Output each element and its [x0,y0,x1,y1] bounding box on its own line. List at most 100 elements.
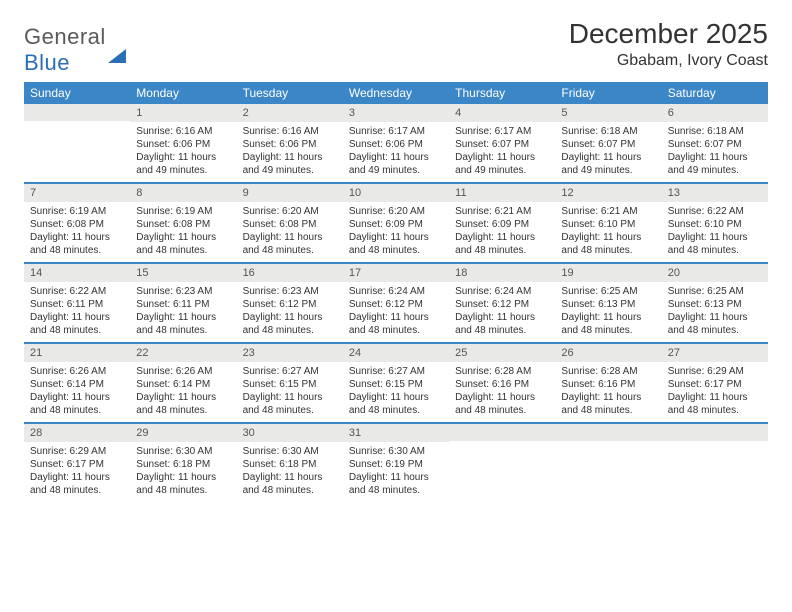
day-number: 14 [24,264,130,282]
sail-icon [108,24,126,63]
sunrise-text: Sunrise: 6:23 AM [243,285,337,298]
day-cell: 30Sunrise: 6:30 AMSunset: 6:18 PMDayligh… [237,424,343,502]
location-label: Gbabam, Ivory Coast [569,52,768,70]
sunset-text: Sunset: 6:08 PM [30,218,124,231]
sunset-text: Sunset: 6:10 PM [668,218,762,231]
day-cell: 23Sunrise: 6:27 AMSunset: 6:15 PMDayligh… [237,344,343,422]
day-number: 19 [555,264,661,282]
weekday-label: Wednesday [343,82,449,104]
weekday-label: Thursday [449,82,555,104]
day-cell: 15Sunrise: 6:23 AMSunset: 6:11 PMDayligh… [130,264,236,342]
sunset-text: Sunset: 6:13 PM [668,298,762,311]
day-body: Sunrise: 6:21 AMSunset: 6:10 PMDaylight:… [555,202,661,261]
day-cell: 20Sunrise: 6:25 AMSunset: 6:13 PMDayligh… [662,264,768,342]
day-body: Sunrise: 6:17 AMSunset: 6:07 PMDaylight:… [449,122,555,181]
sunrise-text: Sunrise: 6:30 AM [136,445,230,458]
week-row: 1Sunrise: 6:16 AMSunset: 6:06 PMDaylight… [24,104,768,184]
sunset-text: Sunset: 6:12 PM [349,298,443,311]
sunrise-text: Sunrise: 6:21 AM [561,205,655,218]
brand-text: General Blue [24,24,126,76]
day-body: Sunrise: 6:22 AMSunset: 6:10 PMDaylight:… [662,202,768,261]
daylight-text: Daylight: 11 hours and 48 minutes. [30,471,124,497]
day-number: 4 [449,104,555,122]
day-body: Sunrise: 6:19 AMSunset: 6:08 PMDaylight:… [130,202,236,261]
day-number: 17 [343,264,449,282]
day-number [662,424,768,441]
sunrise-text: Sunrise: 6:22 AM [30,285,124,298]
day-number: 29 [130,424,236,442]
sunset-text: Sunset: 6:15 PM [349,378,443,391]
day-number: 27 [662,344,768,362]
sunset-text: Sunset: 6:18 PM [136,458,230,471]
day-number: 24 [343,344,449,362]
day-number: 5 [555,104,661,122]
week-row: 21Sunrise: 6:26 AMSunset: 6:14 PMDayligh… [24,344,768,424]
weekday-label: Friday [555,82,661,104]
sunrise-text: Sunrise: 6:22 AM [668,205,762,218]
daylight-text: Daylight: 11 hours and 48 minutes. [136,391,230,417]
sunset-text: Sunset: 6:13 PM [561,298,655,311]
day-cell: 4Sunrise: 6:17 AMSunset: 6:07 PMDaylight… [449,104,555,182]
day-cell: 13Sunrise: 6:22 AMSunset: 6:10 PMDayligh… [662,184,768,262]
day-number: 7 [24,184,130,202]
sunset-text: Sunset: 6:07 PM [455,138,549,151]
daylight-text: Daylight: 11 hours and 48 minutes. [455,311,549,337]
day-body: Sunrise: 6:16 AMSunset: 6:06 PMDaylight:… [237,122,343,181]
day-body: Sunrise: 6:24 AMSunset: 6:12 PMDaylight:… [343,282,449,341]
day-number: 6 [662,104,768,122]
day-cell: 14 Sunrise: 6:22 AMSunset: 6:11 PMDayligh… [24,264,130,342]
day-body: Sunrise: 6:29 AMSunset: 6:17 PMDaylight:… [662,362,768,421]
day-cell: 3Sunrise: 6:17 AMSunset: 6:06 PMDaylight… [343,104,449,182]
sunset-text: Sunset: 6:11 PM [136,298,230,311]
sunrise-text: Sunrise: 6:19 AM [136,205,230,218]
day-number: 10 [343,184,449,202]
day-number: 31 [343,424,449,442]
day-number: 18 [449,264,555,282]
title-block: December 2025 Gbabam, Ivory Coast [569,18,768,70]
daylight-text: Daylight: 11 hours and 49 minutes. [136,151,230,177]
sunrise-text: Sunrise: 6:28 AM [455,365,549,378]
sunrise-text: Sunrise: 6:30 AM [349,445,443,458]
daylight-text: Daylight: 11 hours and 48 minutes. [136,231,230,257]
weekday-header: SundayMondayTuesdayWednesdayThursdayFrid… [24,82,768,104]
sunrise-text: Sunrise: 6:19 AM [30,205,124,218]
daylight-text: Daylight: 11 hours and 48 minutes. [561,391,655,417]
day-cell: 5Sunrise: 6:18 AMSunset: 6:07 PMDaylight… [555,104,661,182]
sunset-text: Sunset: 6:19 PM [349,458,443,471]
sunset-text: Sunset: 6:08 PM [136,218,230,231]
day-number: 21 [24,344,130,362]
day-cell: 1 Sunrise: 6:16 AMSunset: 6:06 PMDaylight… [130,104,236,182]
sunset-text: Sunset: 6:11 PM [30,298,124,311]
sunrise-text: Sunrise: 6:26 AM [136,365,230,378]
daylight-text: Daylight: 11 hours and 48 minutes. [561,311,655,337]
week-row: 28Sunrise: 6:29 AMSunset: 6:17 PMDayligh… [24,424,768,502]
day-cell: 16Sunrise: 6:23 AMSunset: 6:12 PMDayligh… [237,264,343,342]
day-cell: 27Sunrise: 6:29 AMSunset: 6:17 PMDayligh… [662,344,768,422]
sunset-text: Sunset: 6:09 PM [455,218,549,231]
day-cell: 8Sunrise: 6:19 AMSunset: 6:08 PMDaylight… [130,184,236,262]
day-number: 12 [555,184,661,202]
sunset-text: Sunset: 6:06 PM [136,138,230,151]
day-number: 1 [130,104,236,122]
daylight-text: Daylight: 11 hours and 48 minutes. [30,311,124,337]
day-number: 20 [662,264,768,282]
day-cell: 24Sunrise: 6:27 AMSunset: 6:15 PMDayligh… [343,344,449,422]
daylight-text: Daylight: 11 hours and 48 minutes. [668,231,762,257]
daylight-text: Daylight: 11 hours and 48 minutes. [455,391,549,417]
sunrise-text: Sunrise: 6:28 AM [561,365,655,378]
day-cell: 22Sunrise: 6:26 AMSunset: 6:14 PMDayligh… [130,344,236,422]
day-body: Sunrise: 6:20 AMSunset: 6:09 PMDaylight:… [343,202,449,261]
day-cell [449,424,555,502]
day-number [555,424,661,441]
sunrise-text: Sunrise: 6:23 AM [136,285,230,298]
day-body: Sunrise: 6:27 AMSunset: 6:15 PMDaylight:… [343,362,449,421]
day-body: Sunrise: 6:25 AMSunset: 6:13 PMDaylight:… [555,282,661,341]
day-cell: 12Sunrise: 6:21 AMSunset: 6:10 PMDayligh… [555,184,661,262]
daylight-text: Daylight: 11 hours and 48 minutes. [136,471,230,497]
weekday-label: Sunday [24,82,130,104]
daylight-text: Daylight: 11 hours and 48 minutes. [561,231,655,257]
sunset-text: Sunset: 6:18 PM [243,458,337,471]
sunrise-text: Sunrise: 6:29 AM [30,445,124,458]
day-number [24,104,130,121]
sunrise-text: Sunrise: 6:16 AM [136,125,230,138]
